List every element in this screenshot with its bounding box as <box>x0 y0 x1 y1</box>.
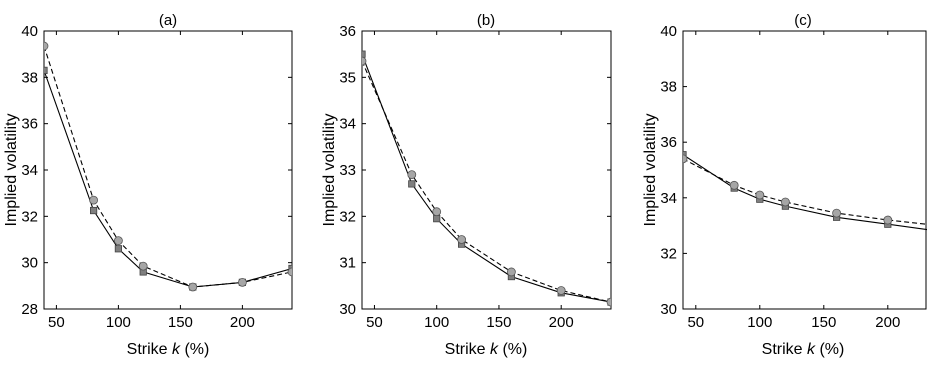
series-line-dashed <box>44 45 292 288</box>
x-axis-label-suffix: (%) <box>815 341 844 358</box>
y-tick-label: 40 <box>660 23 677 40</box>
panel-title: (a) <box>159 12 177 29</box>
circle-marker <box>506 267 516 277</box>
panel-title: (b) <box>477 12 495 29</box>
y-axis-label: Implied volatility <box>3 114 20 227</box>
panel-title: (c) <box>794 12 812 29</box>
square-marker <box>44 66 48 74</box>
circle-marker <box>407 170 417 180</box>
circle-marker <box>457 235 467 244</box>
square-marker <box>90 206 98 215</box>
series-line-dashed <box>683 158 927 225</box>
x-tick-label: 50 <box>687 314 704 331</box>
circle-marker <box>883 215 893 225</box>
y-tick-label: 34 <box>21 162 38 179</box>
y-tick-label: 33 <box>339 162 356 179</box>
series-group <box>44 41 292 292</box>
y-tick-label: 30 <box>21 255 38 272</box>
square-marker <box>408 180 416 188</box>
x-axis-label: Strike k (%) <box>445 341 528 358</box>
circle-marker <box>188 282 198 292</box>
x-axis-label-variable: k <box>807 341 816 358</box>
y-tick-label: 32 <box>339 208 356 225</box>
square-marker <box>433 215 441 223</box>
x-tick-label: 100 <box>747 314 772 331</box>
y-tick-label: 30 <box>660 301 677 318</box>
y-tick-label: 40 <box>21 23 38 40</box>
x-axis-label-suffix: (%) <box>498 341 527 358</box>
series-group <box>683 151 927 231</box>
x-tick-label: 150 <box>811 314 836 331</box>
x-axis-label-variable: k <box>490 341 499 358</box>
circle-marker <box>755 190 765 200</box>
plot-frame <box>361 30 612 310</box>
circle-marker <box>729 180 739 190</box>
x-tick-label: 150 <box>486 314 511 331</box>
circle-marker <box>114 236 123 246</box>
series-line-solid <box>44 70 292 288</box>
plot-frame <box>682 30 927 310</box>
circle-marker <box>683 154 688 164</box>
x-tick-label: 200 <box>875 314 900 331</box>
x-tick-label: 50 <box>366 314 383 331</box>
plot-frame <box>43 30 293 310</box>
x-axis-label-prefix: Strike <box>445 341 490 358</box>
circle-marker <box>287 267 292 277</box>
series-line-solid <box>362 54 611 303</box>
circle-marker <box>432 207 442 217</box>
circle-marker <box>89 195 98 205</box>
x-tick-label: 50 <box>48 314 65 331</box>
y-tick-label: 36 <box>660 134 677 151</box>
square-marker <box>683 151 687 159</box>
y-tick-label: 34 <box>339 116 356 133</box>
series-line-dashed <box>362 60 611 303</box>
x-tick-label: 200 <box>549 314 574 331</box>
circle-marker <box>556 286 566 295</box>
x-axis-label-prefix: Strike <box>762 341 807 358</box>
circle-marker <box>606 297 611 307</box>
chart-panel-2: 30 32 34 36 38 40 50 100 150 200 (c) Strike k (%) Im… <box>642 12 927 358</box>
x-tick-label: 100 <box>424 314 449 331</box>
y-tick-label: 35 <box>339 69 356 86</box>
x-tick-label: 100 <box>106 314 131 331</box>
circle-marker <box>44 41 49 51</box>
series-group <box>362 50 611 307</box>
circle-marker <box>237 277 247 287</box>
y-tick-label: 31 <box>339 255 356 272</box>
y-axis-label: Implied volatility <box>642 114 659 227</box>
x-axis-label-variable: k <box>172 341 181 358</box>
y-tick-label: 30 <box>339 301 356 318</box>
y-axis-label: Implied volatility <box>321 114 338 227</box>
square-marker <box>362 50 366 58</box>
x-tick-label: 200 <box>230 314 255 331</box>
circle-marker <box>362 56 367 66</box>
x-axis-label-suffix: (%) <box>180 341 209 358</box>
y-tick-label: 28 <box>21 301 38 318</box>
chart-panel-0: 28 30 32 34 36 38 40 50 100 150 200 (a) Strike k (%)… <box>3 12 293 358</box>
circle-marker <box>832 208 841 218</box>
y-tick-label: 36 <box>21 116 38 133</box>
y-tick-label: 34 <box>660 190 677 207</box>
square-marker <box>114 245 122 253</box>
x-axis-label-prefix: Strike <box>127 341 172 358</box>
y-tick-label: 38 <box>660 79 677 96</box>
y-tick-label: 32 <box>660 245 677 262</box>
x-axis-label: Strike k (%) <box>127 341 210 358</box>
circle-marker <box>138 261 148 271</box>
y-tick-label: 38 <box>21 69 38 86</box>
y-tick-label: 36 <box>339 23 356 40</box>
circle-marker <box>781 197 790 207</box>
x-axis-label: Strike k (%) <box>762 341 845 358</box>
chart-panel-1: 30 31 32 33 34 35 36 50 100 150 200 (b) Strike k (%)… <box>321 12 612 358</box>
y-tick-label: 32 <box>21 208 38 225</box>
x-tick-label: 150 <box>168 314 193 331</box>
